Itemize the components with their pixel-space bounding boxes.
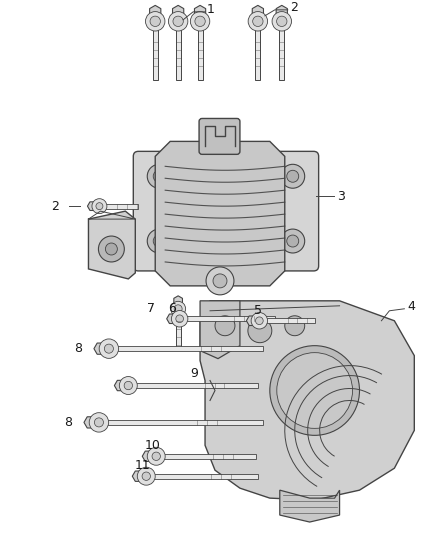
FancyBboxPatch shape [99,420,263,425]
Circle shape [173,16,184,27]
Polygon shape [247,316,258,326]
Text: 3: 3 [336,190,344,203]
Circle shape [142,472,150,480]
Circle shape [89,413,109,432]
Polygon shape [150,5,161,18]
Circle shape [215,316,235,336]
Circle shape [124,381,133,390]
FancyBboxPatch shape [128,383,258,388]
Circle shape [248,319,272,343]
Circle shape [147,164,171,188]
Circle shape [119,376,137,394]
Circle shape [99,339,119,358]
Polygon shape [200,301,240,359]
FancyBboxPatch shape [133,151,185,271]
Polygon shape [280,490,339,522]
FancyBboxPatch shape [260,318,314,323]
Circle shape [287,235,299,247]
Circle shape [104,344,113,353]
Text: 10: 10 [144,439,160,452]
Circle shape [95,418,103,427]
Circle shape [287,170,299,182]
Polygon shape [276,5,287,18]
Circle shape [147,447,165,465]
FancyBboxPatch shape [156,454,256,459]
Text: 8: 8 [74,342,82,355]
Text: 11: 11 [134,459,150,472]
FancyBboxPatch shape [180,316,275,321]
Circle shape [174,305,182,313]
Circle shape [137,467,155,485]
Text: 2: 2 [51,200,59,213]
FancyBboxPatch shape [199,118,240,155]
Polygon shape [194,5,206,18]
Polygon shape [142,451,154,462]
Polygon shape [88,211,135,279]
FancyBboxPatch shape [267,151,319,271]
Circle shape [152,452,160,461]
Circle shape [276,16,287,27]
Circle shape [171,311,188,327]
Polygon shape [252,5,264,18]
FancyBboxPatch shape [100,204,138,208]
Circle shape [92,199,107,214]
Text: 8: 8 [64,416,73,429]
Polygon shape [167,314,178,324]
FancyBboxPatch shape [153,20,158,79]
Circle shape [96,203,103,209]
Circle shape [248,12,268,31]
Polygon shape [88,202,97,211]
Text: 5: 5 [254,304,262,317]
Circle shape [272,12,292,31]
Text: 7: 7 [147,302,155,316]
Text: 4: 4 [407,300,415,313]
Circle shape [253,16,263,27]
Circle shape [281,164,305,188]
Polygon shape [173,5,184,18]
Polygon shape [200,301,414,500]
Polygon shape [155,141,285,286]
Circle shape [270,346,360,435]
Circle shape [191,12,210,31]
Circle shape [277,353,353,429]
Polygon shape [94,343,107,354]
Polygon shape [114,381,126,391]
Circle shape [106,243,117,255]
Circle shape [169,12,188,31]
Polygon shape [174,296,183,306]
Circle shape [176,315,184,322]
Circle shape [99,236,124,262]
Circle shape [281,229,305,253]
Circle shape [251,312,268,329]
Circle shape [145,12,165,31]
Circle shape [206,267,234,295]
Text: 9: 9 [190,367,198,380]
FancyBboxPatch shape [176,20,180,79]
Text: 2: 2 [290,2,298,14]
FancyBboxPatch shape [255,20,260,79]
Circle shape [153,235,165,247]
FancyBboxPatch shape [108,346,263,351]
Circle shape [147,229,171,253]
Circle shape [171,301,186,316]
FancyBboxPatch shape [279,20,284,79]
Circle shape [153,170,165,182]
Text: 1: 1 [207,3,215,17]
FancyBboxPatch shape [198,20,202,79]
Circle shape [150,16,160,27]
FancyBboxPatch shape [176,309,180,349]
Polygon shape [132,471,144,481]
Circle shape [255,317,263,325]
Circle shape [195,16,205,27]
FancyBboxPatch shape [146,474,258,479]
Text: 6: 6 [168,302,176,316]
Circle shape [213,274,227,288]
Circle shape [285,316,305,336]
Polygon shape [84,417,97,428]
